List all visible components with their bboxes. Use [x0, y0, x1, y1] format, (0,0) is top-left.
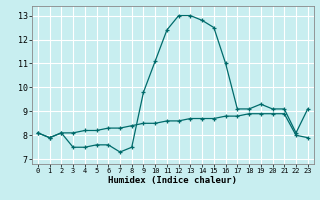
- X-axis label: Humidex (Indice chaleur): Humidex (Indice chaleur): [108, 176, 237, 185]
